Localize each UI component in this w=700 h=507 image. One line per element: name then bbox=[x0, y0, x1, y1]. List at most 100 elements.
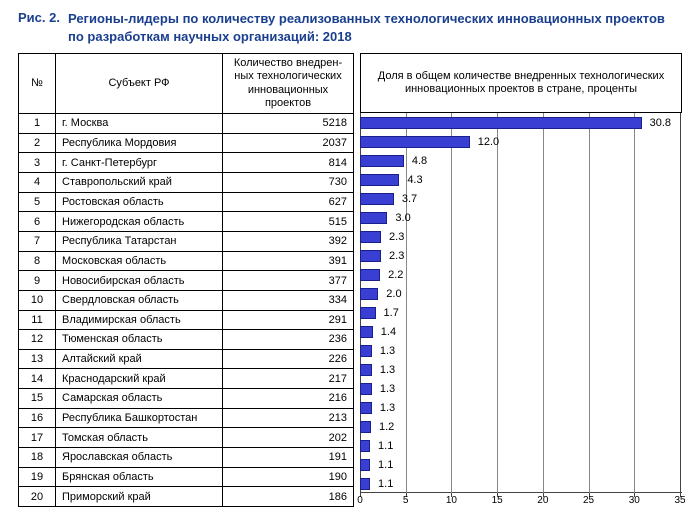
page: Рис. 2. Регионы-лидеры по количеству реа… bbox=[0, 0, 700, 504]
cell-region: Свердловская область bbox=[56, 290, 223, 310]
table-row: 18Ярославская область191 bbox=[19, 447, 354, 467]
cell-count: 5218 bbox=[223, 114, 354, 134]
chart-bar-row: 1.7 bbox=[360, 303, 682, 322]
table-row: 2Республика Мордовия2037 bbox=[19, 133, 354, 153]
chart-bar-label: 3.7 bbox=[402, 193, 417, 205]
cell-region: Самарская область bbox=[56, 389, 223, 409]
cell-num: 9 bbox=[19, 271, 56, 291]
cell-num: 16 bbox=[19, 408, 56, 428]
cell-count: 814 bbox=[223, 153, 354, 173]
table-row: 15Самарская область216 bbox=[19, 389, 354, 409]
data-table: № Субъект РФ Количество внедрен- ных тех… bbox=[18, 53, 354, 507]
cell-num: 10 bbox=[19, 290, 56, 310]
table-row: 8Московская область391 bbox=[19, 251, 354, 271]
chart-bar-row: 2.0 bbox=[360, 284, 682, 303]
chart-bar-label: 1.3 bbox=[380, 345, 395, 357]
figure-label: Рис. 2. bbox=[18, 10, 60, 25]
cell-count: 213 bbox=[223, 408, 354, 428]
cell-region: Владимирская область bbox=[56, 310, 223, 330]
chart-bar-row: 30.8 bbox=[360, 113, 682, 132]
chart-bar-row: 1.3 bbox=[360, 360, 682, 379]
chart-bar-label: 2.3 bbox=[389, 231, 404, 243]
chart-tick-label: 10 bbox=[446, 495, 457, 506]
table-row: 3г. Санкт-Петербург814 bbox=[19, 153, 354, 173]
chart-body: 30.812.04.84.33.73.02.32.32.22.01.71.41.… bbox=[360, 113, 682, 493]
chart-tick-label: 30 bbox=[629, 495, 640, 506]
chart-bar-row: 3.7 bbox=[360, 189, 682, 208]
cell-count: 515 bbox=[223, 212, 354, 232]
chart-bar-row: 1.3 bbox=[360, 398, 682, 417]
content-row: № Субъект РФ Количество внедрен- ных тех… bbox=[18, 53, 682, 507]
chart-bar bbox=[360, 212, 387, 224]
table-row: 7Республика Татарстан392 bbox=[19, 231, 354, 251]
chart-bar bbox=[360, 383, 372, 395]
cell-region: Алтайский край bbox=[56, 349, 223, 369]
chart-bar bbox=[360, 345, 372, 357]
cell-count: 217 bbox=[223, 369, 354, 389]
cell-count: 216 bbox=[223, 389, 354, 409]
cell-num: 6 bbox=[19, 212, 56, 232]
chart-bar-label: 1.1 bbox=[378, 440, 393, 452]
cell-count: 391 bbox=[223, 251, 354, 271]
table-row: 14Краснодарский край217 bbox=[19, 369, 354, 389]
chart-bar-label: 1.3 bbox=[380, 383, 395, 395]
chart-bar-row: 1.3 bbox=[360, 341, 682, 360]
cell-region: Томская область bbox=[56, 428, 223, 448]
chart-bar-label: 1.2 bbox=[379, 421, 394, 433]
chart-tick-label: 0 bbox=[357, 495, 363, 506]
cell-count: 291 bbox=[223, 310, 354, 330]
cell-count: 226 bbox=[223, 349, 354, 369]
chart-bar-label: 2.0 bbox=[386, 288, 401, 300]
cell-region: Ростовская область bbox=[56, 192, 223, 212]
chart-bar-row: 1.1 bbox=[360, 436, 682, 455]
chart-bar-row: 4.8 bbox=[360, 151, 682, 170]
cell-num: 13 bbox=[19, 349, 56, 369]
chart-bar bbox=[360, 364, 372, 376]
chart-bar bbox=[360, 174, 399, 186]
cell-num: 7 bbox=[19, 231, 56, 251]
chart-tick-label: 15 bbox=[492, 495, 503, 506]
cell-num: 5 bbox=[19, 192, 56, 212]
cell-num: 11 bbox=[19, 310, 56, 330]
cell-num: 4 bbox=[19, 173, 56, 193]
cell-count: 392 bbox=[223, 231, 354, 251]
cell-count: 334 bbox=[223, 290, 354, 310]
cell-num: 18 bbox=[19, 447, 56, 467]
chart-bar bbox=[360, 117, 642, 129]
cell-count: 377 bbox=[223, 271, 354, 291]
chart-tick-label: 25 bbox=[583, 495, 594, 506]
col-header-region: Субъект РФ bbox=[56, 54, 223, 114]
table-row: 19Брянская область190 bbox=[19, 467, 354, 487]
table-row: 4Ставропольский край730 bbox=[19, 173, 354, 193]
chart-bar-label: 1.1 bbox=[378, 459, 393, 471]
chart-bar-row: 2.3 bbox=[360, 227, 682, 246]
chart-bar bbox=[360, 288, 378, 300]
cell-region: г. Санкт-Петербург bbox=[56, 153, 223, 173]
cell-region: Тюменская область bbox=[56, 330, 223, 350]
chart-bar-label: 1.1 bbox=[378, 478, 393, 490]
chart-bar bbox=[360, 136, 470, 148]
chart-bar-label: 4.8 bbox=[412, 155, 427, 167]
table-body: 1г. Москва52182Республика Мордовия20373г… bbox=[19, 114, 354, 507]
chart-bar bbox=[360, 326, 373, 338]
chart-bar-label: 2.2 bbox=[388, 269, 403, 281]
chart-bar bbox=[360, 459, 370, 471]
figure-title-row: Рис. 2. Регионы-лидеры по количеству реа… bbox=[18, 10, 682, 45]
chart: Доля в общем количестве внедренных техно… bbox=[360, 53, 682, 507]
chart-bar-label: 1.4 bbox=[381, 326, 396, 338]
chart-tick-label: 35 bbox=[674, 495, 685, 506]
chart-bar-row: 2.2 bbox=[360, 265, 682, 284]
cell-region: Краснодарский край bbox=[56, 369, 223, 389]
chart-bar-label: 1.3 bbox=[380, 402, 395, 414]
table-row: 5Ростовская область627 bbox=[19, 192, 354, 212]
cell-count: 190 bbox=[223, 467, 354, 487]
table-row: 9Новосибирская область377 bbox=[19, 271, 354, 291]
chart-tick-label: 20 bbox=[537, 495, 548, 506]
cell-count: 730 bbox=[223, 173, 354, 193]
cell-count: 2037 bbox=[223, 133, 354, 153]
cell-region: Ярославская область bbox=[56, 447, 223, 467]
chart-bar bbox=[360, 421, 371, 433]
cell-region: Нижегородская область bbox=[56, 212, 223, 232]
chart-bar-label: 3.0 bbox=[395, 212, 410, 224]
cell-count: 191 bbox=[223, 447, 354, 467]
